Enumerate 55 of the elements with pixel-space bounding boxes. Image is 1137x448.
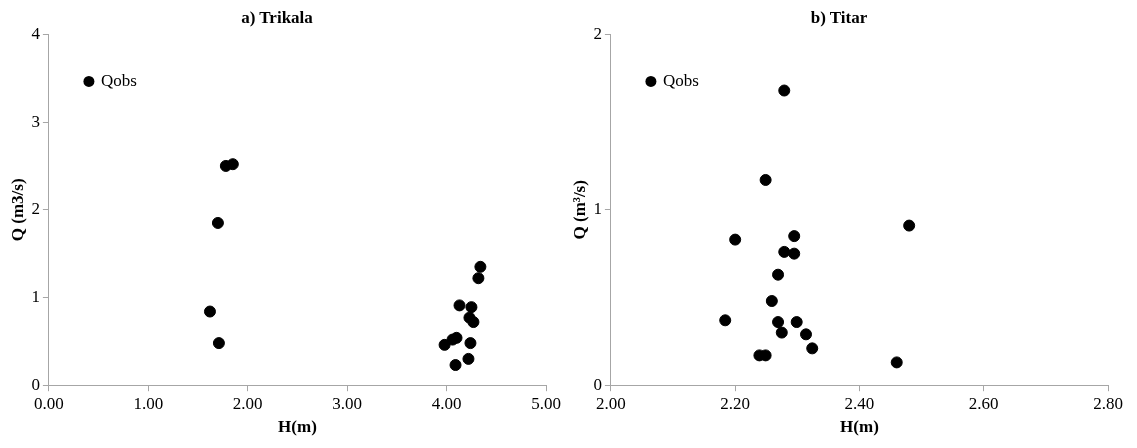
point [719,314,732,327]
x-tick-label: 3.00 [332,393,363,413]
y-tick-label: 1 [31,286,40,306]
point [449,359,462,372]
y-tick-label: 2 [31,199,40,219]
point [467,316,480,329]
point [772,268,785,281]
point [464,337,477,350]
x-tick-label: 2.40 [844,393,875,413]
point [806,342,819,355]
x-tick-label: 1.00 [133,393,164,413]
point [474,260,487,273]
point [462,352,475,365]
x-tick-label: 4.00 [431,393,462,413]
point [211,216,224,229]
chart-title: b) Titar [810,7,868,27]
point [788,230,801,243]
point [472,272,485,285]
legend-label: Qobs [662,70,699,90]
x-tick-label: 2.00 [596,393,626,413]
y-axis-title: Q (m³/s) [569,180,589,240]
point [778,245,791,258]
point [465,301,478,314]
x-axis-title: H(m) [278,417,317,437]
y-tick-label: 4 [31,23,41,43]
x-tick-label: 2.20 [720,393,751,413]
point [453,299,466,312]
point [212,337,225,350]
point [772,316,785,329]
x-tick-label: 2.00 [232,393,263,413]
y-axis-title: Q (m3/s) [7,178,27,242]
point [800,328,813,341]
point [903,219,916,232]
point [765,295,778,308]
y-tick-label: 1 [593,199,602,219]
y-tick-label: 0 [593,374,602,394]
x-tick-label: 2.80 [1093,393,1123,413]
chart-title: a) Trikala [241,7,314,27]
y-tick-label: 2 [593,23,602,43]
y-tick-label: 3 [31,111,40,131]
point [438,338,451,351]
x-axis-title: H(m) [840,417,879,437]
x-tick-label: 2.60 [968,393,999,413]
point [775,326,788,339]
legend-label: Qobs [100,70,137,90]
point [778,84,791,97]
point [203,305,216,318]
y-tick-label: 0 [31,374,40,394]
x-tick-label: 5.00 [531,393,561,413]
point [790,316,803,329]
point [788,247,801,260]
point [890,356,903,369]
point [759,173,772,186]
point [729,233,742,246]
x-tick-label: 0.00 [34,393,64,413]
